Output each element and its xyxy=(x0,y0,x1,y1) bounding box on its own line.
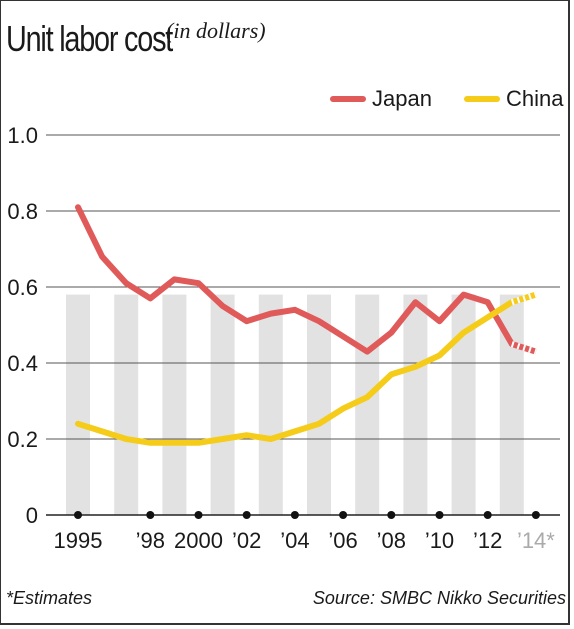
x-tick-label: ’12 xyxy=(473,528,502,553)
source-note: Source: SMBC Nikko Securities xyxy=(312,588,566,608)
x-tick-dot-2014 xyxy=(531,511,540,519)
background-bar-2005 xyxy=(307,294,331,515)
x-tick-dot-2006 xyxy=(339,511,348,519)
background-bar-2007 xyxy=(355,294,380,515)
x-tick-dot-2000 xyxy=(194,511,203,519)
x-tick-dot-1998 xyxy=(146,511,155,519)
x-tick-dot-2004 xyxy=(290,511,299,519)
y-tick-label: 0.6 xyxy=(7,275,38,300)
gridlines xyxy=(46,134,560,516)
x-axis-ticks: 1995 ’98 2000 ’02 ’04 ’06 ’08 ’10 ’12 ’14* xyxy=(54,511,555,553)
legend: Japan China xyxy=(330,86,564,111)
x-tick-label: ’98 xyxy=(136,528,165,553)
x-tick-label: ’14* xyxy=(517,528,555,553)
x-tick-label: ’04 xyxy=(280,528,309,553)
series-line-china xyxy=(75,299,515,446)
footnote: *Estimates xyxy=(6,588,93,608)
x-tick-dot-2008 xyxy=(387,511,396,519)
background-bar-2003 xyxy=(258,294,283,515)
x-tick-label: 2000 xyxy=(174,528,223,553)
series-lines xyxy=(75,204,537,446)
x-tick-label: ’06 xyxy=(328,528,357,553)
x-tick-dot-2012 xyxy=(483,511,492,519)
background-bars xyxy=(66,294,524,515)
x-tick-label: ’02 xyxy=(232,528,261,553)
y-tick-label: 0.8 xyxy=(7,199,38,224)
y-tick-label: 1.0 xyxy=(7,123,38,148)
y-axis-tick-labels: 0 0.2 0.4 0.6 0.8 1.0 xyxy=(7,123,38,528)
series-line-estimate-hatch-japan xyxy=(510,341,537,355)
background-bar-1999 xyxy=(162,294,187,515)
x-tick-label: ’08 xyxy=(377,528,406,553)
background-bar-1995 xyxy=(66,294,90,515)
chart-title-block: Unit labor cost xyxy=(6,18,214,60)
x-tick-label: ’10 xyxy=(425,528,454,553)
legend-label-china: China xyxy=(506,86,564,111)
y-tick-label: 0 xyxy=(26,503,38,528)
y-tick-label: 0.4 xyxy=(7,351,38,376)
x-tick-dot-1995 xyxy=(74,511,82,519)
y-tick-label: 0.2 xyxy=(7,427,38,452)
x-tick-dot-2002 xyxy=(242,511,251,519)
series-line-japan xyxy=(75,204,515,355)
x-tick-dot-2010 xyxy=(435,511,444,519)
background-bar-1997 xyxy=(114,294,139,515)
chart-title: Unit labor cost xyxy=(6,18,173,59)
background-bar-2009 xyxy=(403,294,428,515)
background-bar-2001 xyxy=(210,294,235,515)
chart-subtitle: (in dollars) xyxy=(166,18,266,43)
legend-label-japan: Japan xyxy=(372,86,432,111)
x-tick-label: 1995 xyxy=(54,528,103,553)
series-line-estimate-hatch-china xyxy=(510,291,537,306)
